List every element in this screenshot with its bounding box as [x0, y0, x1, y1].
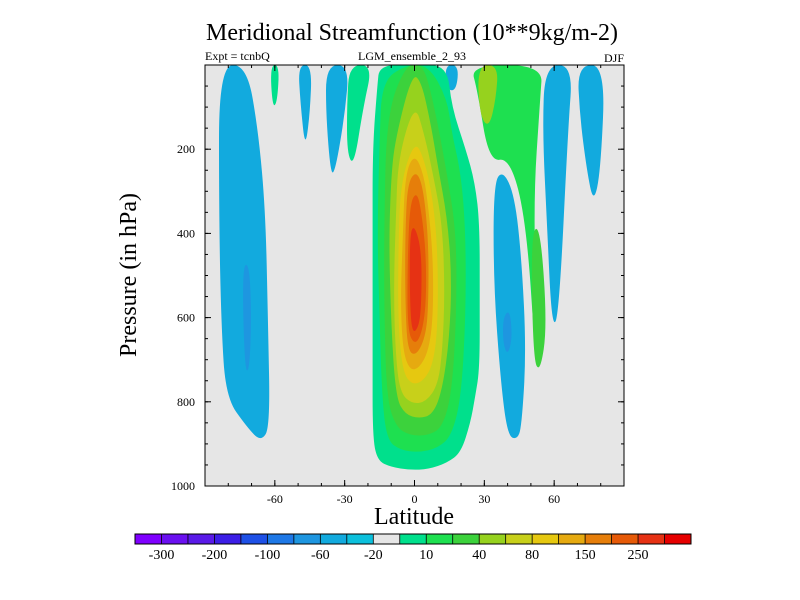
colorbar-swatch [426, 534, 454, 544]
colorbar-label: -300 [149, 548, 175, 563]
colorbar-swatch [585, 534, 612, 544]
colorbar-swatch [373, 534, 401, 544]
y-tick-label: 800 [177, 395, 195, 409]
colorbar-label: 10 [419, 548, 433, 563]
colorbar-swatch [558, 534, 586, 544]
contour-nh-green-band-lower [531, 228, 546, 368]
colorbar-swatch [664, 534, 692, 544]
colorbar-swatch [240, 534, 268, 544]
contour-hadley-level-9 [409, 228, 422, 332]
colorbar-swatch [293, 534, 321, 544]
contour-sh-weak-positive-a [271, 65, 279, 106]
colorbar-label: -200 [202, 548, 228, 563]
colorbar-swatch [346, 534, 374, 544]
colorbar-swatch [214, 534, 242, 544]
colorbar-label: 150 [575, 548, 596, 563]
contour-nh-green-band [473, 65, 542, 353]
x-tick-label: 60 [548, 492, 560, 506]
contour-sh-cell-upper-b [326, 65, 348, 173]
contour-regions [219, 65, 604, 470]
x-tick-label: -60 [267, 492, 283, 506]
colorbar-swatch [135, 534, 162, 544]
y-axis-label: Pressure (in hPa) [116, 193, 142, 357]
colorbar-swatch [505, 534, 533, 544]
y-tick-label: 600 [177, 311, 195, 325]
contour-nh-ferrel-core [503, 312, 512, 352]
colorbar-frame [134, 533, 692, 545]
y-tick-label: 1000 [171, 479, 195, 493]
colorbar-swatch [320, 534, 348, 544]
colorbar-label: 80 [525, 548, 539, 563]
colorbar-swatch [161, 534, 189, 544]
colorbar-swatch [611, 534, 639, 544]
contour-sh-ferrel-core [243, 264, 251, 371]
contour-nh-high-lat-cell [578, 65, 604, 196]
subtitle-ensemble: LGM_ensemble_2_93 [358, 49, 466, 63]
y-tick-label: 400 [177, 226, 195, 240]
colorbar-swatch [399, 534, 427, 544]
colorbar: -300 -200 -100 -60 -20 10 40 80 150 250 [134, 533, 692, 563]
colorbar-label: -60 [311, 548, 330, 563]
colorbar-swatch [267, 534, 295, 544]
chart-title: Meridional Streamfunction (10**9kg/m-2) [206, 20, 618, 46]
contour-nh-polar-cell [543, 65, 571, 323]
colorbar-swatch [532, 534, 559, 544]
colorbar-swatch [452, 534, 480, 544]
contour-nh-ferrel-cell [493, 174, 526, 439]
colorbar-label: -100 [255, 548, 281, 563]
contour-sh-cell-upper-a [299, 65, 312, 140]
contour-sh-ferrel-cell [219, 65, 270, 439]
x-axis-label: Latitude [374, 504, 454, 530]
subtitle-experiment: Expt = tcnbQ [205, 49, 270, 63]
subtitle-season: DJF [604, 51, 624, 65]
contour-sh-weak-positive-b [347, 65, 370, 161]
colorbar-label: 250 [628, 548, 649, 563]
x-tick-label: 30 [478, 492, 490, 506]
colorbar-swatch [638, 534, 665, 544]
y-tick-label: 200 [177, 142, 195, 156]
y-axis: 200 400 600 800 1000 [171, 85, 624, 493]
x-axis: -60 -30 0 30 60 [227, 65, 602, 506]
colorbar-swatch [187, 534, 215, 544]
colorbar-label: -20 [364, 548, 383, 563]
colorbar-label: 40 [472, 548, 486, 563]
x-tick-label: 0 [412, 492, 418, 506]
x-tick-label: -30 [337, 492, 353, 506]
colorbar-swatch [479, 534, 506, 544]
contour-nh-green-band-light [478, 65, 498, 124]
